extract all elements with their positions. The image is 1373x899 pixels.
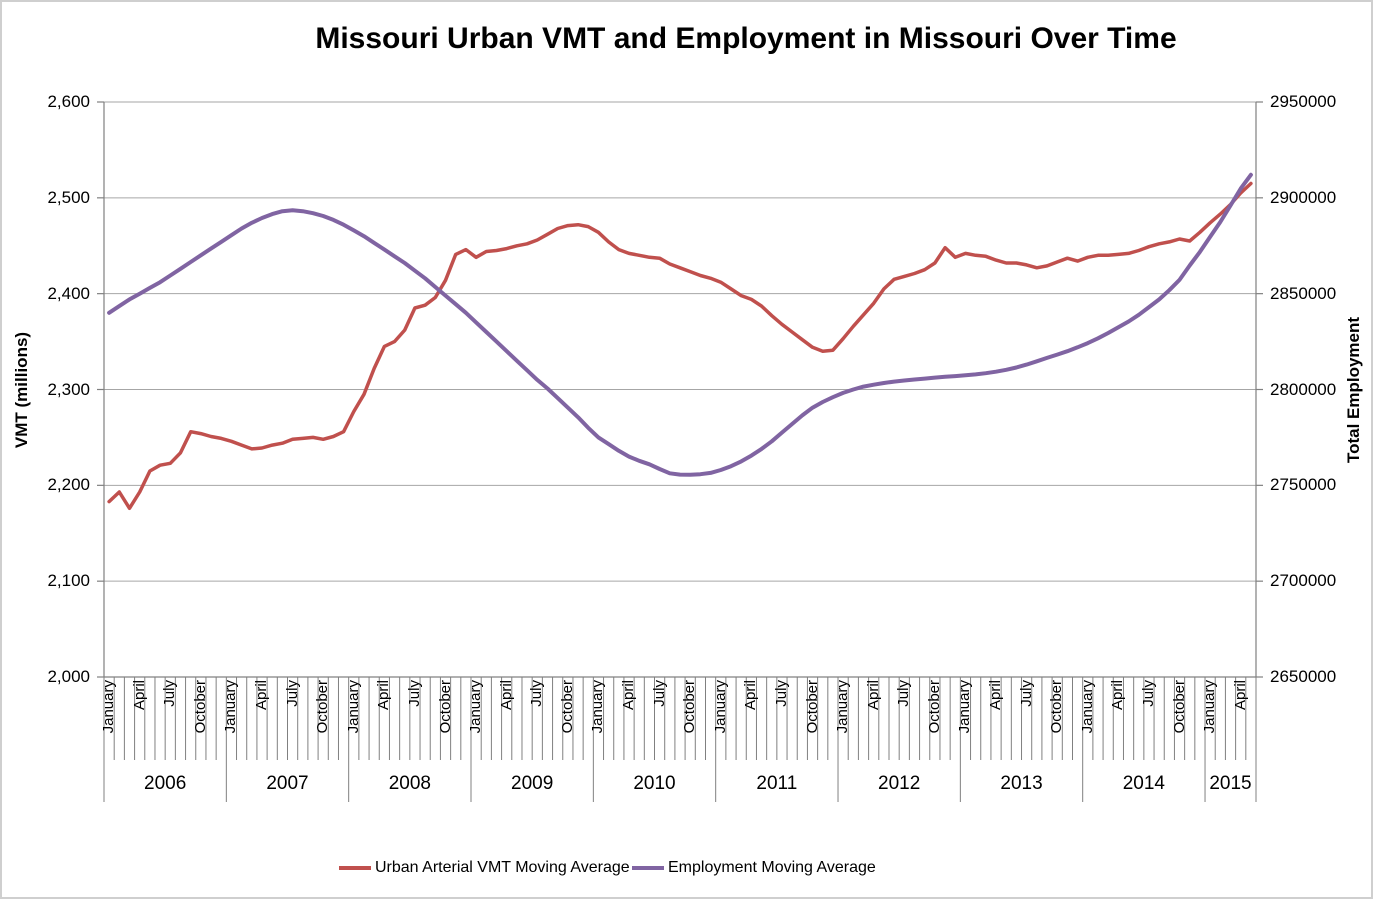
month-tick-label: April (130, 680, 148, 711)
month-tick-label: October (803, 680, 821, 734)
month-tick-label: July (772, 680, 790, 707)
month-tick-label: January (1078, 680, 1096, 734)
month-tick-label: July (283, 680, 301, 707)
month-tick-label: January (222, 680, 240, 734)
month-tick-label: July (650, 680, 668, 707)
month-tick-label: October (558, 680, 576, 734)
month-tick-label: January (100, 680, 118, 734)
month-tick-label: April (864, 680, 882, 711)
vmt-series-line (107, 181, 1253, 511)
month-tick-label: July (1017, 680, 1035, 707)
month-tick-label: October (191, 680, 209, 734)
month-tick-label: April (253, 680, 271, 711)
y-axis-tick-label-right: 2650000 (1270, 667, 1337, 686)
y-axis-tick-label-left: 2,100 (47, 571, 90, 591)
legend-employment-entry: Employment Moving Average (632, 857, 876, 879)
legend-employment-label: Employment Moving Average (668, 859, 876, 876)
month-tick-label: October (1170, 680, 1188, 734)
y-axis-tick-label-left: 2,600 (47, 92, 90, 111)
y-axis-tick-label-left: 2,000 (47, 667, 90, 686)
month-tick-label: July (895, 680, 913, 707)
month-tick-label: July (161, 680, 179, 707)
year-label: 2007 (266, 773, 309, 794)
legend-vmt-line-swatch (339, 866, 371, 870)
y-axis-tick-label-right: 2800000 (1270, 379, 1337, 399)
y-axis-tick-label-left: 2,500 (47, 187, 90, 207)
left-axis-title: VMT (millions) (12, 331, 31, 449)
y-axis-tick-label-right: 2900000 (1270, 187, 1337, 207)
y-axis-tick-label-left: 2,400 (47, 283, 90, 303)
year-label: 2009 (511, 773, 554, 794)
month-tick-label: October (1048, 680, 1066, 734)
month-tick-label: October (314, 680, 332, 734)
legend-employment-line-swatch (632, 866, 664, 870)
month-tick-label: October (436, 680, 454, 734)
legend-vmt-entry: Urban Arterial VMT Moving Average (339, 857, 630, 879)
month-tick-label: April (375, 680, 393, 711)
month-tick-label: April (1109, 680, 1127, 711)
year-label: 2011 (756, 773, 798, 794)
month-tick-label: January (344, 680, 362, 734)
year-label: 2010 (633, 773, 676, 794)
y-axis-tick-label-right: 2850000 (1270, 283, 1337, 303)
month-tick-label: January (834, 680, 852, 734)
month-tick-label: July (528, 680, 546, 707)
y-axis-tick-label-right: 2700000 (1270, 571, 1337, 591)
month-tick-label: October (681, 680, 699, 734)
y-axis-tick-label-right: 2950000 (1270, 92, 1337, 111)
month-tick-label: January (711, 680, 729, 734)
legend-vmt-label: Urban Arterial VMT Moving Average (375, 859, 630, 876)
year-label: 2013 (1000, 773, 1043, 794)
month-tick-label: April (1231, 680, 1249, 711)
month-tick-label: January (956, 680, 974, 734)
y-axis-tick-label-left: 2,200 (47, 475, 90, 495)
year-label: 2012 (878, 773, 921, 794)
month-tick-label: July (1139, 680, 1157, 707)
year-label: 2015 (1209, 773, 1252, 794)
month-tick-label: April (987, 680, 1005, 711)
month-tick-label: October (925, 680, 943, 734)
right-axis-title: Total Employment (1344, 316, 1363, 464)
chart-title: Missouri Urban VMT and Employment in Mis… (315, 22, 1177, 55)
month-tick-label: April (497, 680, 515, 711)
month-tick-label: April (620, 680, 638, 711)
month-tick-label: April (742, 680, 760, 711)
year-label: 2008 (388, 773, 431, 794)
y-axis-tick-label-right: 2750000 (1270, 475, 1337, 495)
month-tick-label: January (589, 680, 607, 734)
year-label: 2006 (144, 773, 187, 794)
y-axis-tick-label-left: 2,300 (47, 379, 90, 399)
year-label: 2014 (1122, 773, 1165, 794)
month-tick-label: July (405, 680, 423, 707)
month-tick-label: January (1201, 680, 1219, 734)
month-tick-label: January (467, 680, 485, 734)
employment-series-line (107, 172, 1253, 477)
